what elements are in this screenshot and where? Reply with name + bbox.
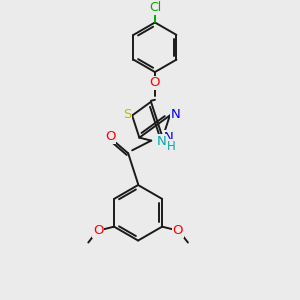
Text: O: O	[93, 224, 104, 237]
Text: N: N	[156, 135, 166, 148]
Text: H: H	[167, 140, 176, 153]
Text: Cl: Cl	[149, 1, 161, 14]
Text: N: N	[164, 131, 173, 144]
Text: N: N	[171, 108, 181, 121]
Text: S: S	[123, 108, 131, 121]
Text: O: O	[150, 76, 160, 89]
Text: O: O	[173, 224, 183, 237]
Text: O: O	[105, 130, 116, 143]
